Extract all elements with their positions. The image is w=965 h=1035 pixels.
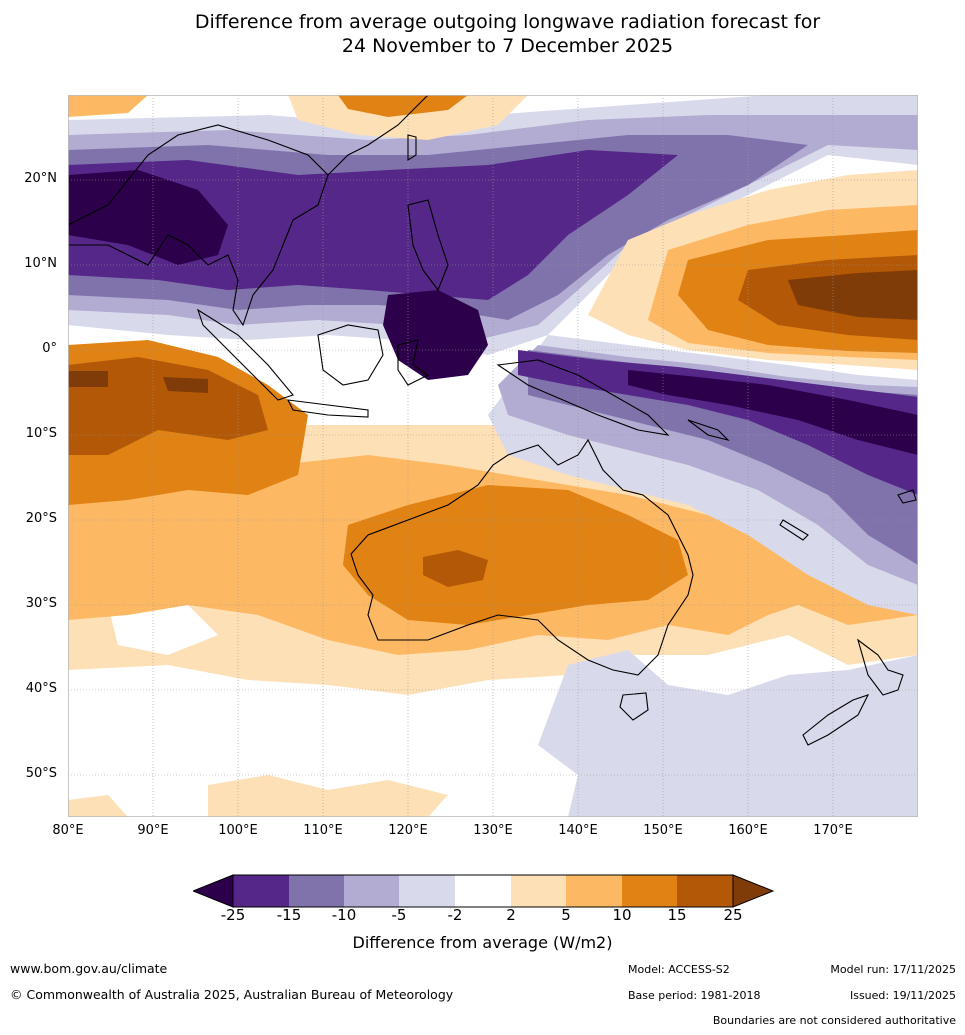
coast-taiwan [407,134,417,161]
lat-label-50s: 50°S [25,766,57,781]
footer-website[interactable]: www.bom.gov.au/climate [10,961,168,976]
coast-new-zealand-south [802,694,870,746]
lat-label-20n: 20°N [24,171,57,186]
colorbar-over-arrow [732,874,775,908]
colorbar-tick: -25 [220,906,246,924]
footer-issued: Issued: 19/11/2025 [849,989,956,1002]
contour-aus-orange [343,485,688,625]
colorbar-swatch-3 [344,875,399,907]
lat-label-40s: 40°S [25,681,57,696]
lat-label-10s: 10°S [25,426,57,441]
lon-label-100e: 100°E [218,823,258,838]
contour-io-dark-orange [68,357,268,455]
title-line-1: Difference from average outgoing longwav… [194,11,821,33]
colorbar-tick: 2 [506,906,516,924]
lon-label-90e: 90°E [137,823,169,838]
colorbar-tick: -10 [331,906,357,924]
coast-new-zealand-north [857,638,904,696]
lat-label-0: 0° [42,341,57,356]
chart-title: Difference from average outgoing longwav… [0,10,965,58]
coast-solomon [687,419,730,442]
lon-label-150e: 150°E [643,823,683,838]
coast-tasmania [619,692,649,721]
colorbar-tick: 5 [561,906,571,924]
coast-philippines [407,199,449,292]
lon-label-160e: 160°E [728,823,768,838]
colorbar-tick: 15 [667,906,687,924]
lat-label-30s: 30°S [25,596,57,611]
lat-label-10n: 10°N [24,256,57,271]
contour-topleft-orange [68,95,148,117]
lon-label-130e: 130°E [473,823,513,838]
colorbar-tick: -5 [391,906,407,924]
footer-disclaimer: Boundaries are not considered authoritat… [712,1014,956,1027]
contour-aus-dark-orange [423,550,488,587]
contour-north-darkest [68,170,228,265]
colorbar-swatch-5 [455,875,511,907]
colorbar-label: Difference from average (W/m2) [352,933,613,952]
coast-sulawesi [397,339,430,386]
lon-label-80e: 80°E [52,823,84,838]
colorbar-under-arrow [193,874,234,908]
coast-china [327,95,429,176]
coast-fiji [897,489,917,504]
contour-io-darkest [68,371,108,387]
olr-anomaly-map [68,95,918,817]
colorbar-tick: -2 [447,906,463,924]
coast-australia [350,438,694,676]
colorbar-swatch-8 [622,875,677,907]
colorbar-tick: -15 [276,906,302,924]
contour-far-south-pale-orange-1 [208,775,448,817]
lon-label-140e: 140°E [558,823,598,838]
title-line-2: 24 November to 7 December 2025 [341,35,674,57]
contour-maritime-darkest [383,290,488,380]
contour-south-lavender [538,650,918,817]
colorbar-swatch-6 [511,875,566,907]
contour-top-orange [338,95,468,117]
footer-copyright: © Commonwealth of Australia 2025, Austra… [10,987,454,1002]
colorbar-frame [232,874,734,908]
colorbar-swatch-7 [566,875,622,907]
colorbar-swatch-2 [289,875,344,907]
coastlines [68,95,917,746]
colorbar-tick: 10 [612,906,632,924]
colorbar [193,874,775,908]
lon-label-120e: 120°E [388,823,428,838]
lon-label-110e: 110°E [303,823,343,838]
coast-borneo [317,324,384,386]
coast-new-caledonia [779,519,809,541]
coast-new-guinea [496,359,670,436]
coast-se-asia [68,124,329,327]
contour-nep-darkest [788,270,918,320]
lat-label-20s: 20°S [25,511,57,526]
lon-label-170e: 170°E [813,823,853,838]
map-frame [68,95,918,817]
contour-io-darkest-2 [163,377,208,393]
coast-sumatra [196,308,294,401]
gridlines [68,95,918,817]
colorbar-swatch-4 [399,875,455,907]
footer-model-run: Model run: 17/11/2025 [830,963,956,976]
colorbar-swatch-9 [677,875,733,907]
contour-swp-purple [518,350,918,495]
contour-swp-darkest [628,370,918,455]
colorbar-tick: 25 [723,906,743,924]
footer-model: Model: ACCESS-S2 [628,963,730,976]
contour-north-purple [68,150,678,300]
coast-java [287,399,369,418]
contour-far-south-pale-orange-2 [68,795,128,817]
footer-base-period: Base period: 1981-2018 [628,989,761,1002]
colorbar-swatch-1 [233,875,289,907]
